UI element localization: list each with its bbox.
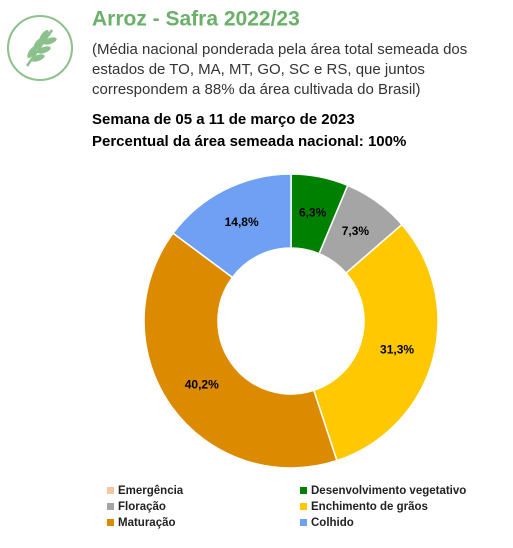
legend-label: Emergência bbox=[118, 485, 184, 497]
chart-title: Arroz - Safra 2022/23 bbox=[92, 8, 300, 31]
legend-label: Enchimento de grãos bbox=[311, 501, 428, 513]
subtitle-line: (Média nacional ponderada pela área tota… bbox=[92, 41, 467, 58]
legend-swatch bbox=[300, 519, 307, 526]
data-label: 6,3% bbox=[299, 205, 327, 219]
donut-segment bbox=[172, 173, 292, 279]
donut-segment bbox=[143, 232, 338, 469]
legend-swatch bbox=[300, 503, 307, 510]
subtitle-line: estados de TO, MA, MT, GO, SC e RS, que … bbox=[92, 61, 425, 78]
data-label: 7,3% bbox=[342, 224, 370, 238]
legend-label: Colhido bbox=[311, 517, 354, 529]
legend-swatch bbox=[107, 487, 114, 494]
legend-label: Maturação bbox=[118, 517, 176, 529]
subtitle-line: correspondem a 88% da área cultivada do … bbox=[92, 81, 421, 98]
data-label: 31,3% bbox=[380, 342, 414, 356]
week: Semana de 05 a 11 de março de 2023 bbox=[92, 111, 355, 128]
donut-segment bbox=[312, 223, 439, 462]
data-label: 14,8% bbox=[225, 215, 259, 229]
legend-label: Desenvolvimento vegetativo bbox=[311, 485, 466, 497]
logo-icon bbox=[7, 15, 73, 81]
legend-swatch bbox=[107, 503, 114, 510]
area-percent: Percentual da área semeada nacional: 100… bbox=[92, 133, 406, 150]
data-label: 40,2% bbox=[185, 377, 219, 391]
legend-swatch bbox=[107, 519, 114, 526]
legend-label: Floração bbox=[118, 501, 166, 513]
legend-swatch bbox=[300, 487, 307, 494]
